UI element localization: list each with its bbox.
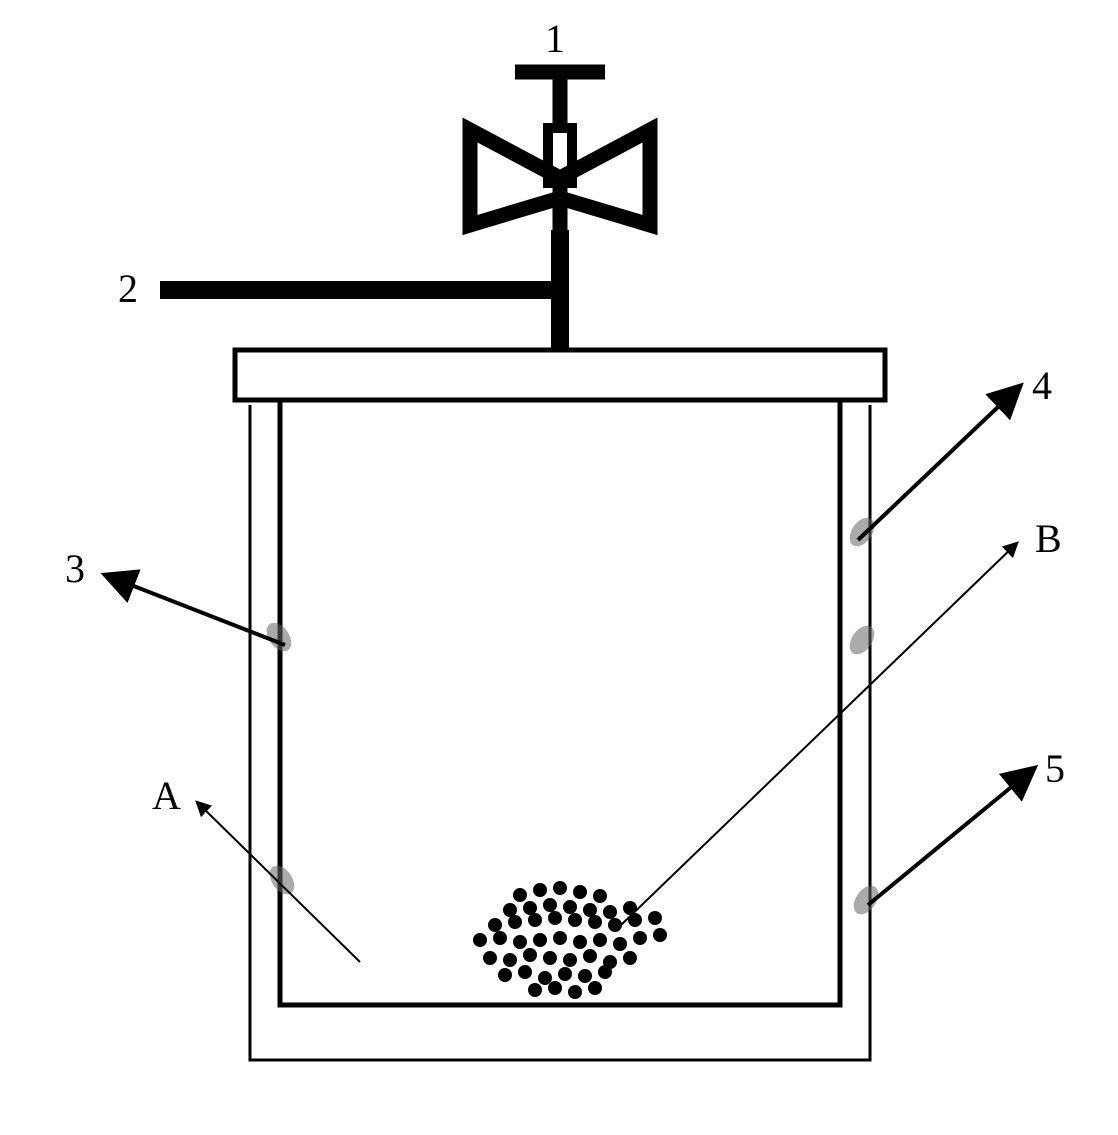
particle-dot	[513, 935, 527, 949]
particle-dot	[503, 953, 517, 967]
particle-dot	[588, 915, 602, 929]
particle-dot	[603, 905, 617, 919]
particle-dot	[523, 948, 537, 962]
particle-dot	[508, 915, 522, 929]
particle-dot	[488, 918, 502, 932]
particle-dot	[503, 903, 517, 917]
label-A: A	[152, 772, 181, 819]
particle-dot	[523, 901, 537, 915]
particles	[473, 881, 667, 999]
particle-dot	[543, 951, 557, 965]
particle-dot	[528, 913, 542, 927]
particle-dot	[653, 928, 667, 942]
particle-dot	[533, 883, 547, 897]
smudge-marks	[262, 513, 884, 919]
particle-dot	[528, 983, 542, 997]
particle-dot	[563, 953, 577, 967]
particle-dot	[553, 931, 567, 945]
outer-vessel	[250, 405, 870, 1060]
particle-dot	[538, 971, 552, 985]
particle-dot	[493, 931, 507, 945]
label-5: 5	[1045, 745, 1065, 792]
particle-dot	[533, 933, 547, 947]
particle-dot	[588, 981, 602, 995]
particle-dot	[563, 900, 577, 914]
arrow-4	[858, 388, 1018, 540]
label-3: 3	[65, 545, 85, 592]
particle-dot	[543, 898, 557, 912]
label-B: B	[1035, 515, 1062, 562]
particle-dot	[613, 937, 627, 951]
particle-dot	[583, 949, 597, 963]
label-4: 4	[1032, 362, 1052, 409]
particle-dot	[593, 889, 607, 903]
arrow-B	[620, 544, 1016, 926]
lid	[235, 350, 885, 400]
particle-dot	[548, 981, 562, 995]
particle-dot	[648, 911, 662, 925]
arrow-3	[108, 576, 285, 645]
particle-dot	[568, 913, 582, 927]
apparatus-diagram	[0, 0, 1118, 1135]
particle-dot	[553, 881, 567, 895]
particle-dot	[578, 969, 592, 983]
particle-dot	[498, 968, 512, 982]
label-1: 1	[545, 15, 565, 62]
particle-dot	[623, 951, 637, 965]
particle-dot	[558, 967, 572, 981]
particle-dot	[518, 965, 532, 979]
particle-dot	[583, 903, 597, 917]
particle-dot	[513, 888, 527, 902]
particle-dot	[568, 985, 582, 999]
particle-dot	[573, 935, 587, 949]
particle-dot	[483, 951, 497, 965]
particle-dot	[598, 965, 612, 979]
particle-dot	[473, 933, 487, 947]
particle-dot	[593, 933, 607, 947]
label-2: 2	[118, 265, 138, 312]
arrow-5	[868, 770, 1032, 905]
particle-dot	[548, 911, 562, 925]
particle-dot	[633, 931, 647, 945]
particle-dot	[573, 885, 587, 899]
